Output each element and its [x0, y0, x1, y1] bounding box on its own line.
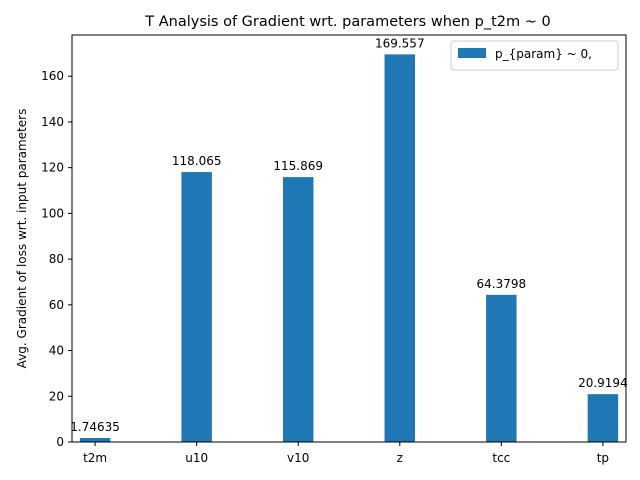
data-label-u10: 118.065	[172, 154, 222, 168]
y-tick-label-40: 40	[49, 344, 64, 358]
data-labels-layer: 1.74635 118.065 115.869 169.557 64.3798 20.91…	[70, 36, 627, 434]
data-label-v10: 115.869	[273, 159, 323, 173]
bar-t2m	[79, 438, 111, 442]
y-tick-label-60: 60	[49, 298, 64, 312]
x-tick-label-tcc: tcc	[492, 451, 510, 465]
legend: p_{param} ~ 0,	[450, 40, 619, 71]
data-label-t2m: 1.74635	[70, 420, 120, 434]
y-tick-label-120: 120	[41, 161, 64, 175]
y-axis-label: Avg. Gradient of loss wrt. input paramet…	[15, 109, 29, 369]
x-tick-label-u10: u10	[185, 451, 208, 465]
axes-layer: t2m u10 v10 z tcc tp 0 20 40 60 80 100 120 140 160	[41, 34, 627, 465]
y-tick-label-160: 160	[41, 69, 64, 83]
bar-tp	[587, 394, 619, 442]
x-tick-label-t2m: t2m	[83, 451, 107, 465]
data-label-tcc: 64.3798	[477, 277, 527, 291]
bars-layer	[79, 54, 619, 443]
x-tick-label-tp: tp	[597, 451, 609, 465]
y-tick-label-140: 140	[41, 115, 64, 129]
y-tick-label-80: 80	[49, 252, 64, 266]
chart-title: T Analysis of Gradient wrt. parameters w…	[144, 14, 550, 30]
bar-v10	[282, 177, 314, 443]
plot-frame	[71, 34, 627, 443]
x-tick-label-v10: v10	[287, 451, 309, 465]
data-label-tp: 20.9194	[578, 376, 628, 390]
x-tick-label-z: z	[397, 451, 403, 465]
bar-z	[384, 54, 416, 442]
legend-swatch	[458, 48, 486, 58]
y-tick-label-20: 20	[49, 389, 64, 403]
legend-label: p_{param} ~ 0,	[495, 47, 592, 61]
legend-frame	[450, 40, 619, 71]
y-tick-label-100: 100	[41, 206, 64, 220]
data-label-z: 169.557	[375, 36, 425, 50]
bar-tcc	[486, 294, 517, 442]
bar-u10	[181, 172, 212, 442]
y-tick-label-0: 0	[56, 435, 64, 449]
